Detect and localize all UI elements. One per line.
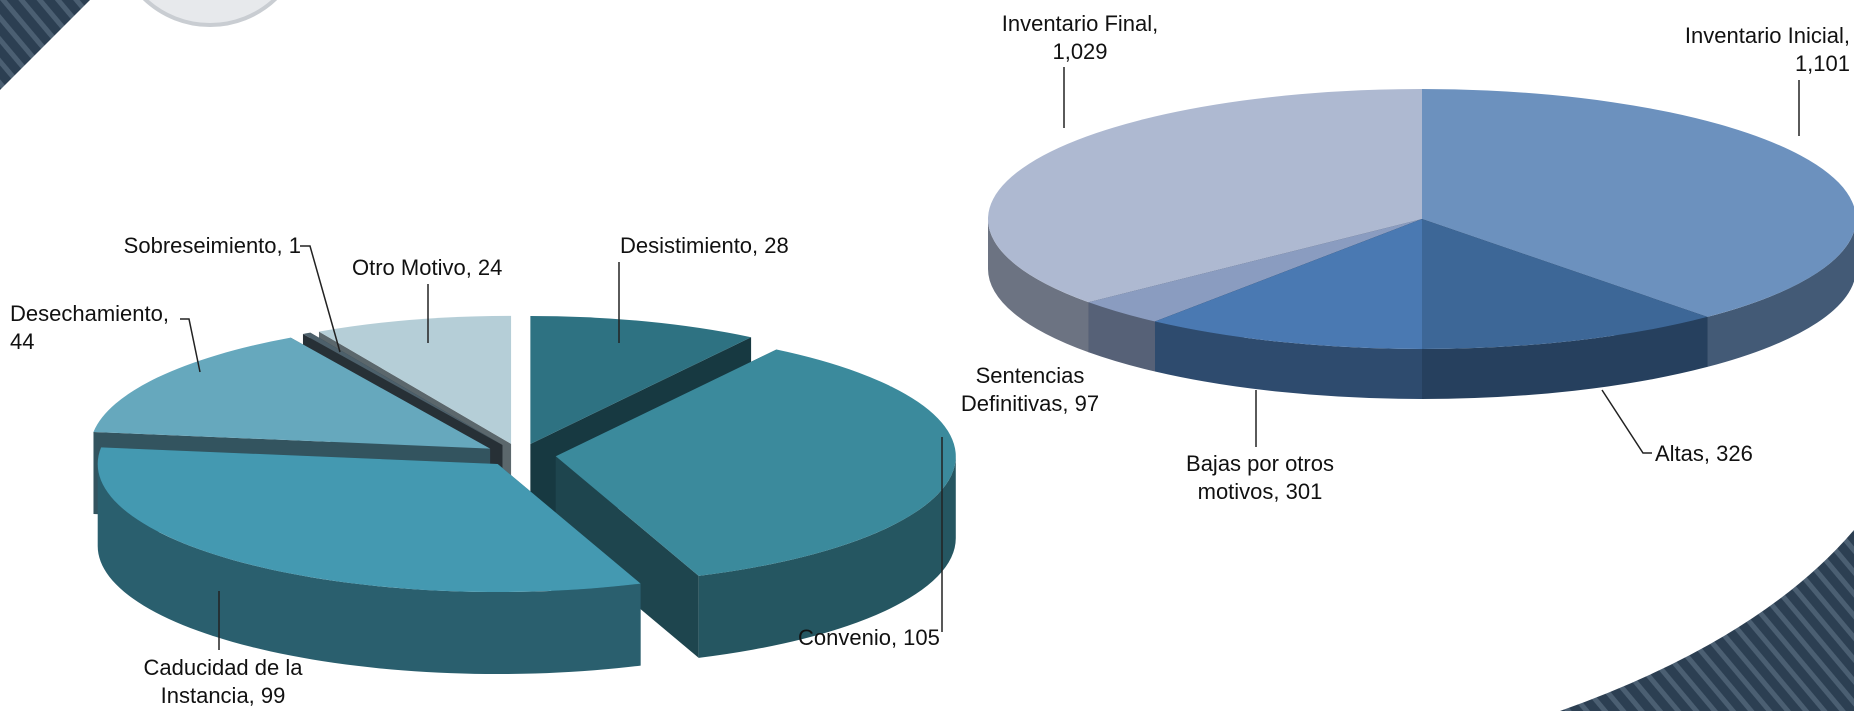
data-label: Inventario Inicial, 1,101 bbox=[1655, 22, 1850, 78]
data-label: Altas, 326 bbox=[1655, 440, 1825, 468]
data-label: Desistimiento, 28 bbox=[620, 232, 880, 260]
logo-seal bbox=[115, 0, 305, 25]
leader-line bbox=[1602, 390, 1652, 453]
data-label: Otro Motivo, 24 bbox=[352, 254, 552, 282]
pie-chart bbox=[988, 89, 1854, 399]
data-label: Sobreseimiento, 1 bbox=[96, 232, 301, 260]
data-label: Convenio, 105 bbox=[798, 624, 958, 652]
chart-canvas bbox=[0, 0, 1854, 711]
data-label: Caducidad de la Instancia, 99 bbox=[128, 654, 318, 710]
decor-stripes bbox=[0, 0, 90, 90]
data-label: Inventario Final, 1,029 bbox=[975, 10, 1185, 66]
decor-stripes bbox=[1560, 530, 1854, 711]
slide: Desistimiento, 28 Convenio, 105 Caducidad … bbox=[0, 0, 1854, 711]
data-label: Desechamiento, 44 bbox=[10, 300, 185, 356]
data-label: Sentencias Definitivas, 97 bbox=[935, 362, 1125, 418]
data-label: Bajas por otros motivos, 301 bbox=[1160, 450, 1360, 506]
pie-chart bbox=[93, 316, 955, 674]
